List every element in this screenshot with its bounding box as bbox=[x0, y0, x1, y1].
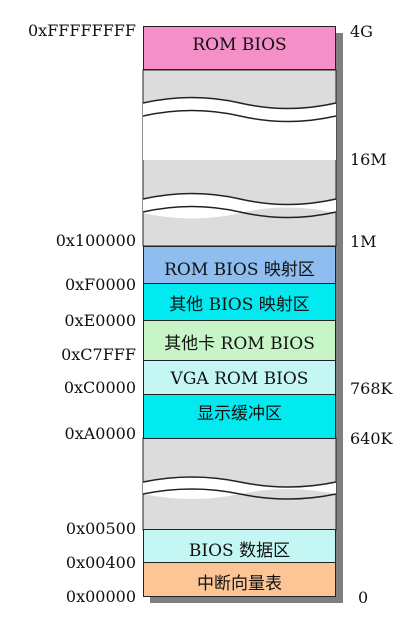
region-card-rom: 其他卡 ROM BIOS bbox=[143, 320, 336, 361]
address-label-00000: 0x00000 bbox=[65, 587, 136, 606]
address-label-f0000: 0xF0000 bbox=[64, 275, 136, 294]
upper-break-line-bottom bbox=[142, 109, 337, 123]
address-label-e0000: 0xE0000 bbox=[64, 311, 136, 330]
size-label-768k: 768K bbox=[350, 379, 393, 398]
region-card-rom-label: 其他卡 ROM BIOS bbox=[164, 334, 315, 354]
region-vga-rom-label: VGA ROM BIOS bbox=[170, 369, 309, 389]
region-display-buffer-label: 显示缓冲区 bbox=[197, 404, 282, 424]
address-label-a0000: 0xA0000 bbox=[64, 424, 136, 443]
size-label-4g: 4G bbox=[350, 22, 373, 41]
region-vga-rom: VGA ROM BIOS bbox=[143, 360, 336, 395]
region-bios-data-label: BIOS 数据区 bbox=[188, 541, 291, 561]
address-label-100000: 0x100000 bbox=[55, 231, 136, 250]
region-rom-bios-shadow: ROM BIOS 映射区 bbox=[143, 246, 336, 284]
address-label-c0000: 0xC0000 bbox=[63, 378, 136, 397]
address-label-c7fff: 0xC7FFF bbox=[61, 345, 136, 364]
region-rom-bios-label: ROM BIOS bbox=[192, 35, 287, 55]
middle-break-line-top bbox=[142, 192, 337, 206]
middle-break-band bbox=[143, 193, 336, 219]
region-display-buffer: 显示缓冲区 bbox=[143, 394, 336, 439]
lower-break-line-bottom bbox=[142, 488, 337, 500]
upper-break-line-top bbox=[142, 96, 337, 110]
region-interrupt-vector: 中断向量表 bbox=[143, 562, 336, 597]
size-label-16m: 16M bbox=[350, 150, 387, 169]
address-label-00500: 0x00500 bbox=[65, 519, 136, 538]
address-label-00400: 0x00400 bbox=[65, 553, 136, 572]
region-rom-bios-shadow-label: ROM BIOS 映射区 bbox=[164, 260, 315, 280]
address-label-top: 0xFFFFFFFF bbox=[27, 21, 136, 40]
size-label-1m: 1M bbox=[350, 232, 377, 251]
lower-break-band bbox=[143, 477, 336, 499]
lower-break-line-top bbox=[142, 476, 337, 488]
region-other-bios-shadow-label: 其他 BIOS 映射区 bbox=[169, 295, 310, 315]
middle-break-line-bottom bbox=[142, 205, 337, 219]
size-label-640k: 640K bbox=[350, 429, 393, 448]
size-label-0: 0 bbox=[358, 588, 369, 607]
region-rom-bios: ROM BIOS bbox=[143, 26, 336, 70]
region-other-bios-shadow: 其他 BIOS 映射区 bbox=[143, 283, 336, 321]
upper-break-band bbox=[143, 97, 336, 160]
region-bios-data: BIOS 数据区 bbox=[143, 529, 336, 563]
region-interrupt-vector-label: 中断向量表 bbox=[197, 574, 282, 594]
